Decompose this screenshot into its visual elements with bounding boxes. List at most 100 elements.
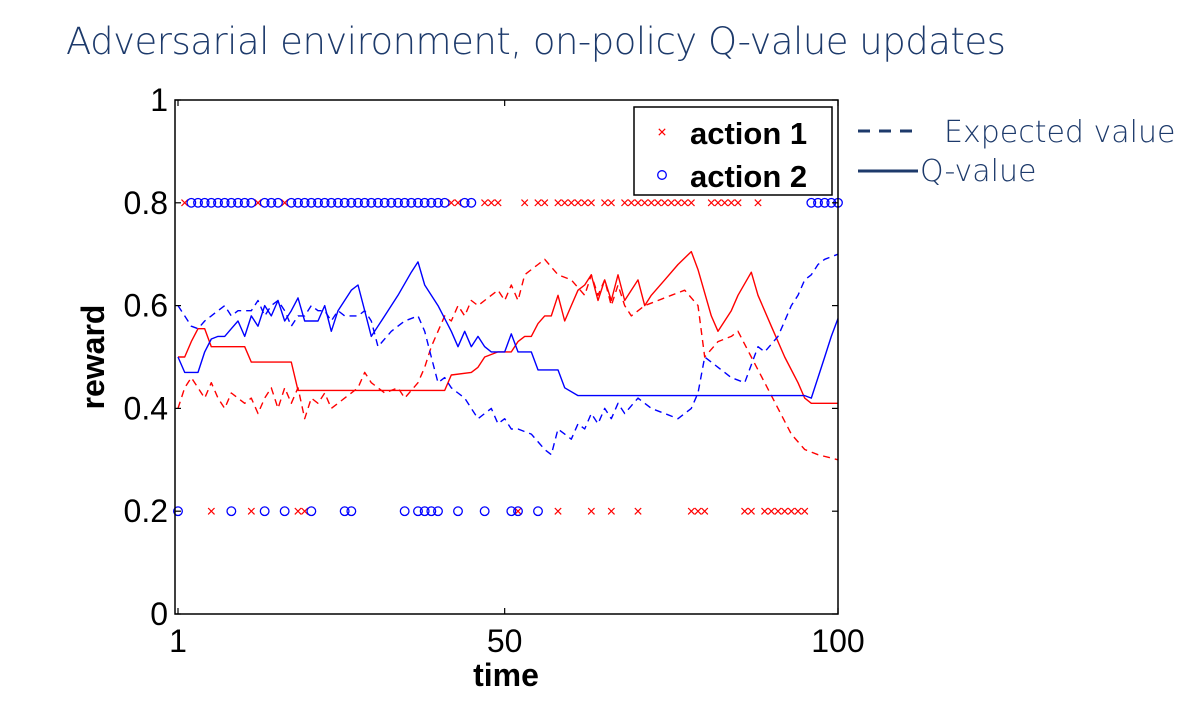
action-1-reward-marker	[601, 199, 609, 207]
action-1-reward-marker	[447, 199, 455, 207]
action-2-reward-marker	[399, 506, 410, 517]
action-2-reward-marker	[173, 506, 183, 517]
action-2-reward-marker	[193, 197, 203, 208]
action-2-reward-marker	[806, 197, 817, 208]
action-1-reward-marker	[741, 507, 749, 515]
action-1-reward-marker	[707, 199, 715, 207]
action-1-reward-marker	[794, 507, 802, 515]
action-2-reward-marker	[359, 197, 370, 208]
action-2-reward-marker	[813, 197, 823, 208]
action-2-reward-marker	[459, 197, 470, 208]
y-tick-label: 0.8	[124, 185, 168, 221]
legend-label-action-2: action 2	[690, 159, 807, 194]
legend-label-action-1: action 1	[690, 116, 807, 151]
action-2-reward-marker	[206, 197, 217, 208]
action-2-reward-marker	[426, 506, 437, 517]
y-axis-label: reward	[75, 305, 111, 410]
legend: action 1 action 2	[633, 106, 833, 196]
action-2-reward-marker	[346, 197, 357, 208]
y-tick-label: 0.4	[124, 390, 168, 426]
action-1-reward-marker	[701, 507, 709, 515]
y-tick-label: 0.6	[124, 288, 168, 324]
action-2-reward-marker	[226, 506, 237, 517]
action-2-reward-marker	[366, 197, 377, 208]
action-1-reward-marker	[521, 199, 529, 207]
action-2-reward-marker	[313, 197, 323, 208]
expected-value-label: Expected value	[944, 115, 1175, 150]
action-1-reward-marker	[714, 199, 722, 207]
action-2-reward-marker	[279, 506, 290, 517]
slide-title: Adversarial environment, on-policy Q-val…	[66, 20, 1006, 63]
action-1-reward-marker	[694, 507, 702, 515]
x-axis-label: time	[473, 657, 539, 693]
action-1-reward-marker	[574, 199, 582, 207]
plot-lines	[177, 250, 839, 461]
y-tick-label: 0.2	[124, 493, 168, 529]
action-2-reward-marker	[453, 506, 463, 517]
action-2-reward-marker	[226, 197, 237, 208]
action-2-reward-marker	[293, 197, 303, 208]
action-2-reward-marker	[353, 197, 363, 208]
series-action-2-q-value-line	[177, 261, 839, 399]
action-2-reward-marker	[213, 197, 223, 208]
action-1-reward-marker	[254, 199, 262, 207]
action-2-reward-marker	[479, 506, 490, 517]
action-2-reward-marker	[306, 197, 317, 208]
action-1-reward-marker	[627, 199, 635, 207]
action-2-reward-marker	[239, 197, 250, 208]
action-2-reward-marker	[339, 197, 350, 208]
action-1-reward-marker	[667, 199, 675, 207]
action-1-reward-marker	[587, 199, 595, 207]
action-1-reward-marker	[554, 199, 562, 207]
action-1-reward-marker	[487, 199, 495, 207]
action-2-reward-marker	[533, 506, 543, 517]
x-tick-label: 1	[169, 623, 187, 659]
action-1-reward-marker	[634, 507, 642, 515]
action-1-reward-marker	[301, 507, 309, 515]
legend-marker-action-1	[658, 128, 666, 136]
action-2-reward-marker	[406, 197, 417, 208]
action-1-reward-marker	[781, 507, 789, 515]
series-action-1-q-value-line	[178, 250, 838, 404]
action-2-reward-marker	[339, 506, 350, 517]
action-1-reward-marker	[734, 199, 742, 207]
series-action-1-expected-value-line	[177, 258, 839, 461]
plot-frame	[174, 99, 839, 615]
action-1-reward-marker	[641, 199, 649, 207]
action-2-reward-marker	[259, 506, 270, 517]
action-2-reward-marker	[419, 506, 430, 517]
action-1-reward-marker	[801, 507, 809, 515]
legend-box	[633, 106, 833, 196]
action-1-reward-marker	[654, 199, 662, 207]
action-1-reward-marker	[534, 199, 542, 207]
action-2-reward-marker	[433, 197, 443, 208]
action-1-reward-marker	[721, 199, 729, 207]
legend-o-marker	[657, 170, 667, 180]
action-1-reward-marker	[647, 199, 655, 207]
action-2-reward-marker	[386, 197, 397, 208]
action-1-reward-marker	[561, 199, 569, 207]
action-2-reward-marker	[273, 197, 283, 208]
x-tick-label: 100	[811, 623, 864, 659]
action-2-reward-marker	[286, 197, 297, 208]
action-2-reward-marker	[319, 197, 330, 208]
line-style-key: Expected value Q-value	[858, 115, 1175, 189]
action-1-reward-marker	[567, 199, 575, 207]
action-1-reward-marker	[747, 507, 755, 515]
action-1-reward-marker	[554, 507, 562, 515]
action-2-reward-marker	[219, 197, 230, 208]
action-1-reward-marker	[787, 507, 795, 515]
action-2-reward-marker	[259, 197, 270, 208]
q-value-label: Q-value	[920, 154, 1036, 189]
action-2-reward-marker	[266, 197, 277, 208]
action-2-reward-marker	[399, 197, 410, 208]
action-1-reward-marker	[247, 507, 255, 515]
y-tick-label: 1	[150, 82, 168, 118]
action-1-reward-marker	[674, 199, 682, 207]
action-2-reward-marker	[413, 197, 423, 208]
action-2-reward-marker	[246, 197, 257, 208]
action-1-reward-marker	[607, 507, 615, 515]
action-2-reward-marker	[233, 197, 243, 208]
observed-rewards	[173, 197, 843, 517]
action-1-reward-marker	[514, 507, 522, 515]
